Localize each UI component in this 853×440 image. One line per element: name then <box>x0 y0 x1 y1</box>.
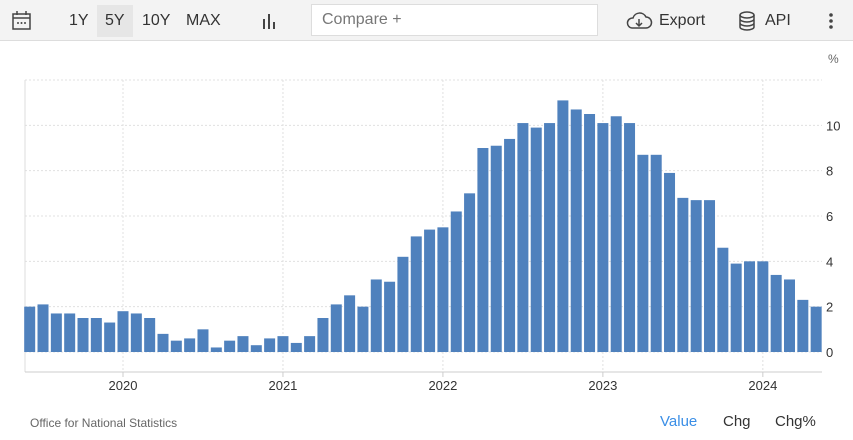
cloud-download-icon[interactable] <box>625 5 653 37</box>
bar-2024-05[interactable] <box>810 306 822 352</box>
x-tick-label: 2022 <box>428 378 457 393</box>
bar-2019-10[interactable] <box>77 318 89 352</box>
bar-2022-11[interactable] <box>570 109 582 352</box>
bar-2023-01[interactable] <box>597 123 609 352</box>
y-tick-label: 6 <box>826 209 833 224</box>
compare-input[interactable]: Compare + <box>311 4 598 36</box>
source-label: Office for National Statistics <box>30 416 178 430</box>
bar-2022-01[interactable] <box>437 227 449 352</box>
bar-2022-10[interactable] <box>557 100 569 353</box>
bar-2022-06[interactable] <box>504 138 516 352</box>
bar-2024-04[interactable] <box>797 299 809 352</box>
api-button[interactable]: API <box>765 12 791 29</box>
bar-2019-09[interactable] <box>64 313 76 352</box>
toolbar: 1Y 5Y 10Y MAX Compare + Export API <box>0 0 853 41</box>
bar-2022-02[interactable] <box>450 211 462 352</box>
bar-2023-10[interactable] <box>717 247 729 352</box>
bar-2022-09[interactable] <box>544 123 556 352</box>
bar-2021-07[interactable] <box>357 306 369 352</box>
range-max-button[interactable]: MAX <box>186 12 221 29</box>
bar-2023-05[interactable] <box>650 154 662 352</box>
bar-2020-07[interactable] <box>197 329 209 352</box>
bar-2021-03[interactable] <box>304 336 316 352</box>
database-icon[interactable] <box>736 5 758 37</box>
bar-2023-02[interactable] <box>610 116 622 353</box>
bar-2020-12[interactable] <box>264 338 276 352</box>
x-tick-label: 2020 <box>109 378 138 393</box>
bar-2022-12[interactable] <box>584 114 596 352</box>
y-tick-label: 0 <box>826 345 833 360</box>
bar-2021-09[interactable] <box>384 281 396 352</box>
calendar-icon[interactable] <box>10 5 34 37</box>
bar-2021-02[interactable] <box>290 342 302 352</box>
bar-2023-04[interactable] <box>637 154 649 352</box>
y-tick-label: 2 <box>826 300 833 315</box>
y-tick-label: 10 <box>826 118 840 133</box>
bar-2021-08[interactable] <box>370 279 382 352</box>
bar-2019-11[interactable] <box>90 318 102 352</box>
y-tick-label: 4 <box>826 254 833 269</box>
bar-2020-09[interactable] <box>224 340 236 352</box>
bar-2021-04[interactable] <box>317 318 329 352</box>
bar-2021-05[interactable] <box>330 304 342 352</box>
bar-2024-01[interactable] <box>757 261 769 352</box>
bar-2020-04[interactable] <box>157 333 169 352</box>
bar-2020-08[interactable] <box>210 347 222 352</box>
bar-2023-11[interactable] <box>730 263 742 352</box>
bar-2020-05[interactable] <box>170 340 182 352</box>
x-tick-label: 2023 <box>588 378 617 393</box>
bar-2020-11[interactable] <box>250 345 262 352</box>
bar-2022-03[interactable] <box>464 193 476 352</box>
bar-2024-02[interactable] <box>770 274 782 352</box>
x-tick-label: 2024 <box>748 378 777 393</box>
range-10y-button[interactable]: 10Y <box>142 12 171 29</box>
x-tick-label: 2021 <box>268 378 297 393</box>
bar-2023-06[interactable] <box>664 172 676 352</box>
tab-chg-percent[interactable]: Chg% <box>775 413 816 430</box>
bar-2023-08[interactable] <box>690 200 702 352</box>
export-button[interactable]: Export <box>659 12 706 29</box>
bar-2020-06[interactable] <box>184 338 196 352</box>
bar-2020-02[interactable] <box>130 313 142 352</box>
bar-2023-12[interactable] <box>744 261 756 352</box>
more-options-icon[interactable] <box>825 5 837 37</box>
tab-value[interactable]: Value <box>660 413 698 430</box>
bar-2021-01[interactable] <box>277 336 289 352</box>
bar-2022-08[interactable] <box>530 127 542 352</box>
bar-2023-07[interactable] <box>677 197 689 352</box>
bar-2022-04[interactable] <box>477 148 489 352</box>
bar-2019-12[interactable] <box>104 322 116 352</box>
bar-2021-12[interactable] <box>424 229 436 352</box>
bar-2019-06[interactable] <box>24 306 36 352</box>
range-5y-button[interactable]: 5Y <box>97 5 133 37</box>
range-1y-button[interactable]: 1Y <box>69 12 89 29</box>
unit-label: % <box>828 52 839 66</box>
bar-2020-10[interactable] <box>237 336 249 352</box>
bar-2022-07[interactable] <box>517 123 529 352</box>
bar-2020-03[interactable] <box>144 318 156 352</box>
tab-chg[interactable]: Chg <box>723 413 751 430</box>
bar-2024-03[interactable] <box>784 279 795 352</box>
bar-2021-06[interactable] <box>344 295 356 352</box>
bar-2021-11[interactable] <box>410 236 422 352</box>
bar-2020-01[interactable] <box>117 311 129 352</box>
chart-type-icon[interactable] <box>258 5 280 37</box>
bar-2021-10[interactable] <box>397 256 409 352</box>
bar-2023-09[interactable] <box>704 200 716 352</box>
bar-2023-03[interactable] <box>624 123 636 352</box>
y-tick-label: 8 <box>826 164 833 179</box>
bar-2019-07[interactable] <box>37 304 49 352</box>
bar-2022-05[interactable] <box>490 145 502 352</box>
bar-2019-08[interactable] <box>50 313 62 352</box>
